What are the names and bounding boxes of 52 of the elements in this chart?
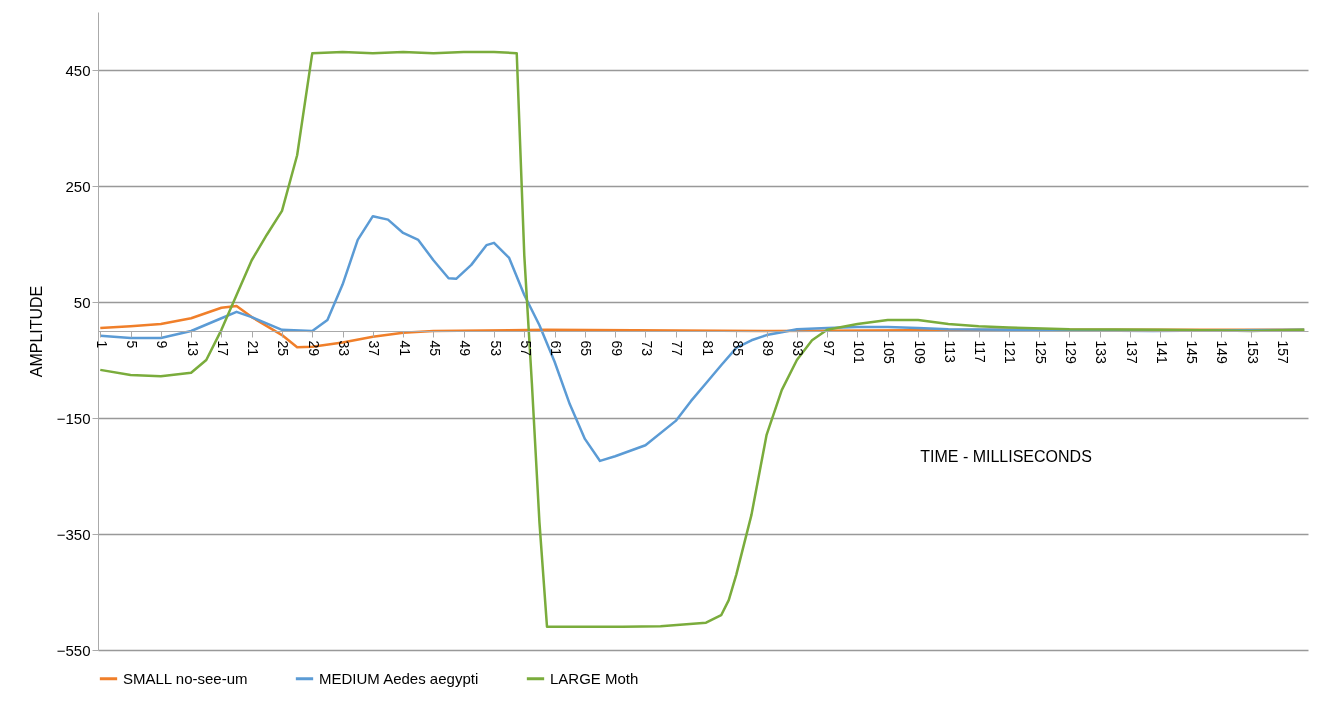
x-tick-label: 157 bbox=[1275, 340, 1291, 365]
x-tick-label: 137 bbox=[1123, 340, 1140, 365]
x-tick-label: 61 bbox=[548, 340, 565, 357]
x-tick-label: 101 bbox=[850, 340, 867, 365]
x-tick-label: 49 bbox=[457, 340, 474, 357]
x-tick-label: 57 bbox=[517, 340, 534, 357]
x-tick-label: 93 bbox=[790, 340, 807, 357]
x-tick-label: 85 bbox=[729, 340, 746, 357]
x-tick-label: 81 bbox=[699, 340, 716, 357]
x-tick-label: 13 bbox=[184, 340, 201, 357]
legend-label: SMALL no-see-um bbox=[123, 669, 248, 687]
x-tick-label: 17 bbox=[214, 340, 231, 357]
y-tick-label: −550 bbox=[56, 641, 91, 659]
y-tick-label: 450 bbox=[65, 61, 91, 79]
x-tick-label: 25 bbox=[275, 340, 292, 357]
x-tick-label: 113 bbox=[941, 340, 958, 364]
x-tick-label: 29 bbox=[305, 340, 322, 357]
x-axis-title: TIME - MILLISECONDS bbox=[920, 447, 1092, 465]
x-tick-label: 73 bbox=[638, 340, 655, 357]
x-tick-label: 1 bbox=[93, 340, 110, 349]
x-tick-label: 153 bbox=[1244, 340, 1261, 365]
x-tick-label: 33 bbox=[336, 340, 353, 357]
x-tick-label: 5 bbox=[124, 340, 141, 349]
x-tick-label: 41 bbox=[396, 340, 413, 357]
line-series bbox=[99, 50, 1306, 629]
y-tick-label: 50 bbox=[73, 293, 91, 311]
x-tick-label: 141 bbox=[1153, 340, 1170, 365]
x-tick-label: 9 bbox=[154, 340, 171, 349]
x-tick-label: 69 bbox=[608, 340, 625, 357]
x-tick-label: 117 bbox=[972, 340, 989, 364]
x-tick-label: 121 bbox=[1002, 340, 1019, 365]
y-tick-label: 250 bbox=[65, 177, 91, 195]
x-tick-label: 37 bbox=[366, 340, 383, 357]
x-tick-label: 65 bbox=[578, 340, 595, 357]
x-tick-label: 109 bbox=[911, 340, 928, 365]
legend-label: LARGE Moth bbox=[550, 669, 639, 687]
x-tick-label: 97 bbox=[820, 340, 837, 357]
x-tick-label: 105 bbox=[881, 340, 898, 365]
x-tick-label: 77 bbox=[669, 340, 686, 357]
y-tick-label: −150 bbox=[56, 409, 91, 427]
x-tick-label: 21 bbox=[245, 340, 262, 357]
x-tick-label: 149 bbox=[1214, 340, 1231, 365]
x-tick-label: 45 bbox=[426, 340, 443, 357]
x-tick-label: 53 bbox=[487, 340, 504, 357]
y-tick-label: −350 bbox=[56, 525, 91, 543]
x-tick-label: 133 bbox=[1093, 340, 1110, 365]
x-tick-label: 89 bbox=[760, 340, 777, 357]
y-axis-title: AMPLITUDE bbox=[27, 285, 45, 378]
x-tick-label: 145 bbox=[1184, 340, 1201, 365]
legend-label: MEDIUM Aedes aegypti bbox=[319, 669, 479, 687]
x-tick-label: 129 bbox=[1062, 340, 1079, 365]
x-tick-label: 125 bbox=[1032, 340, 1049, 365]
